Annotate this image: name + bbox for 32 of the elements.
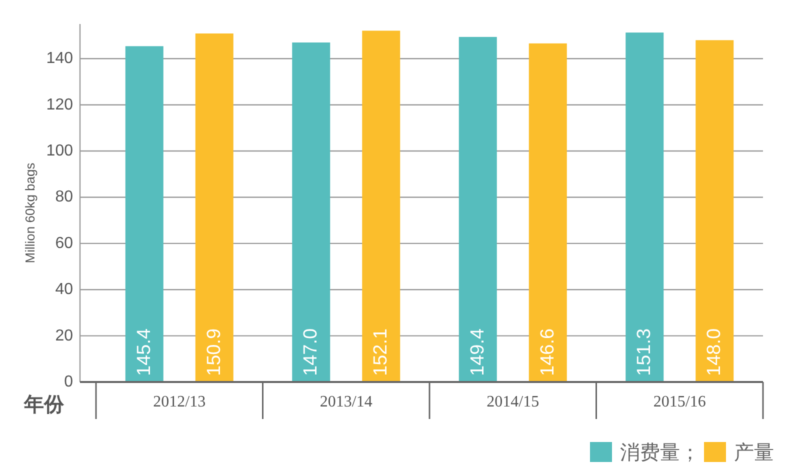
bar — [458, 36, 497, 382]
y-tick-label: 80 — [55, 188, 74, 206]
x-tick-label: 2012/13 — [153, 394, 206, 410]
data-label: 148.0 — [704, 328, 726, 376]
data-label: 146.6 — [537, 328, 558, 376]
bar — [362, 30, 400, 382]
data-label: 145.4 — [134, 328, 155, 376]
data-label: 152.1 — [370, 328, 392, 376]
y-tick-label: 40 — [55, 281, 74, 298]
bar — [626, 32, 664, 382]
legend-label: 产量 — [734, 440, 774, 464]
x-tick-label: 2015/16 — [653, 394, 706, 410]
x-tick-label: 2013/14 — [320, 394, 372, 410]
bar — [125, 46, 164, 382]
bar — [528, 43, 567, 382]
bar — [696, 40, 734, 382]
data-label: 150.9 — [204, 328, 225, 376]
data-label: 151.3 — [634, 328, 656, 376]
x-axis-title: 年份 — [23, 392, 65, 416]
data-label: 147.0 — [300, 328, 322, 376]
y-tick-label: 20 — [55, 327, 74, 344]
bar — [292, 42, 330, 382]
x-tick-label: 2014/15 — [486, 394, 540, 410]
y-tick-label: 100 — [46, 142, 74, 160]
y-axis-title: Million 60kg bags — [22, 162, 38, 264]
y-tick-label: 140 — [46, 50, 74, 68]
y-tick-label: 120 — [46, 96, 74, 114]
legend-label: 消费量； — [620, 440, 700, 464]
y-tick-label: 0 — [64, 374, 74, 390]
y-tick-label: 60 — [55, 234, 74, 252]
bar — [195, 33, 234, 382]
data-label: 149.4 — [467, 328, 488, 376]
